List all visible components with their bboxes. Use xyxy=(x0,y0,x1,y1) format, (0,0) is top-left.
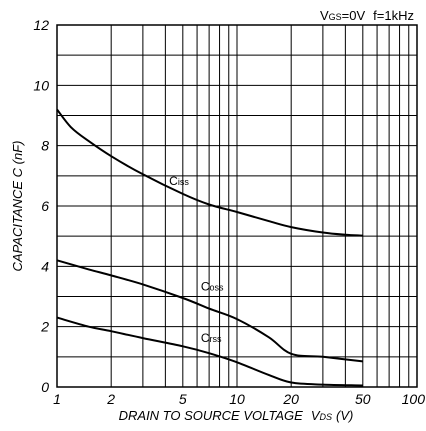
series-label-ciss: Ciss xyxy=(169,174,189,188)
y-tick-label: 0 xyxy=(41,379,49,395)
test-condition: VGS=0V f=1kHz xyxy=(320,8,414,23)
x-tick-label: 5 xyxy=(179,391,187,407)
series-label-coss: Coss xyxy=(201,279,224,293)
x-tick-label: 10 xyxy=(229,391,245,407)
x-tick-label: 1 xyxy=(53,391,61,407)
y-tick-label: 8 xyxy=(41,138,49,154)
y-tick-label: 4 xyxy=(41,258,49,274)
series-label-crss: Crss xyxy=(201,331,222,345)
x-tick-label: 50 xyxy=(355,391,371,407)
y-tick-label: 12 xyxy=(33,17,49,33)
series-line-coss xyxy=(56,259,363,363)
x-axis-title: DRAIN TO SOURCE VOLTAGE VDS (V) xyxy=(119,408,354,423)
x-tick-label: 2 xyxy=(106,391,115,407)
x-tick-label: 20 xyxy=(282,391,299,407)
series-line-crss xyxy=(56,316,363,387)
series-line-ciss xyxy=(56,108,363,237)
y-tick-label: 6 xyxy=(41,198,49,214)
x-tick-label: 100 xyxy=(402,391,426,407)
y-tick-label: 10 xyxy=(33,77,49,93)
grid xyxy=(57,25,417,387)
y-tick-label: 2 xyxy=(40,319,49,335)
plot-frame xyxy=(56,24,418,388)
y-axis-title: CAPACITANCE C (nF) xyxy=(10,141,25,272)
curves: Ciss Coss Crss xyxy=(56,108,363,387)
